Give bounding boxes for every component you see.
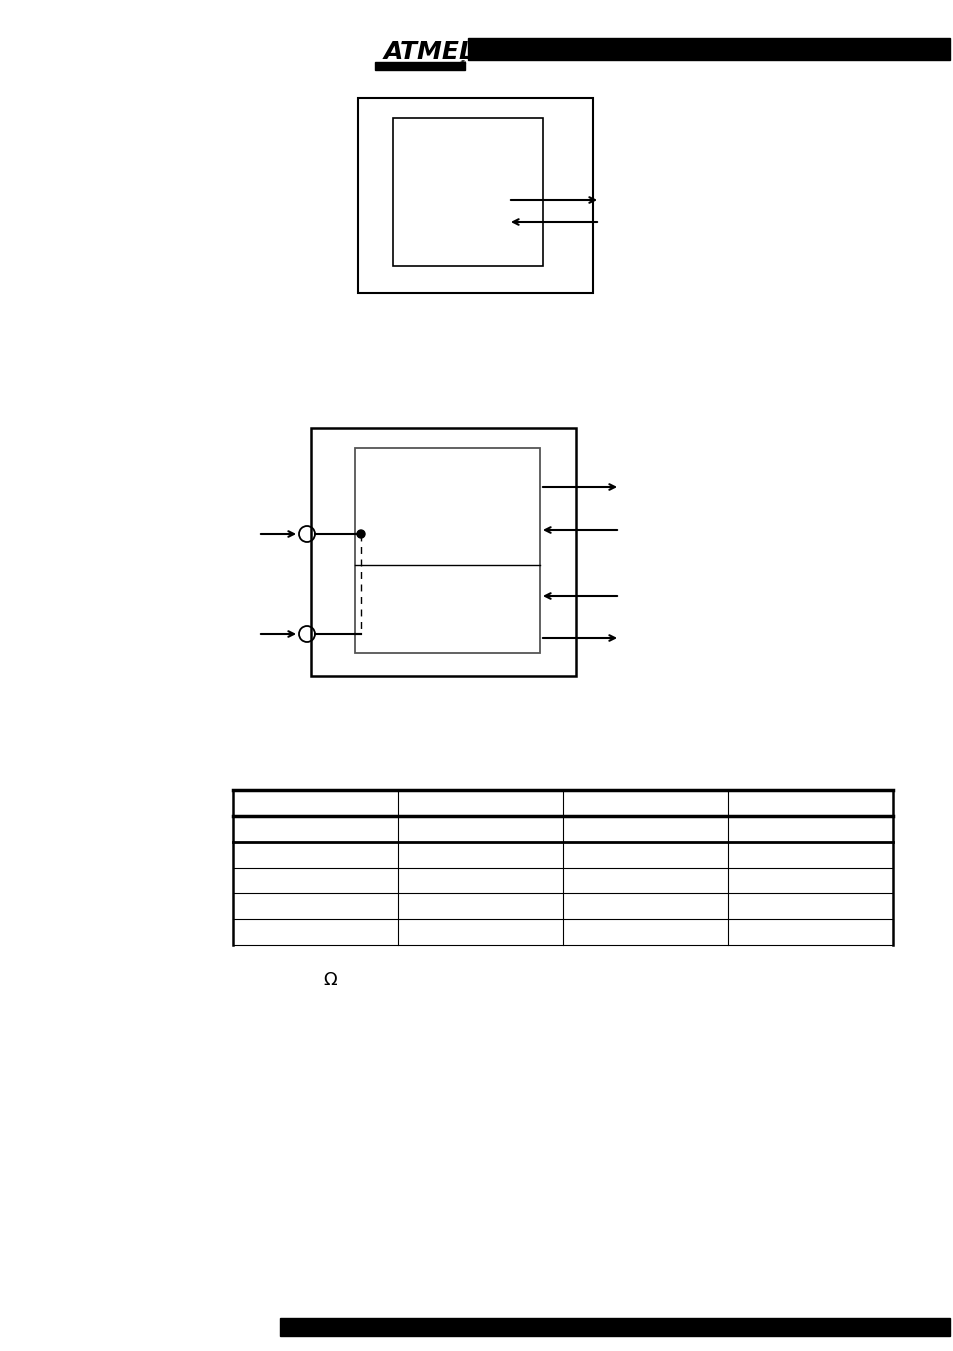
Text: ATMEL: ATMEL: [384, 41, 476, 63]
Bar: [355, 449, 539, 653]
Bar: [311, 428, 576, 676]
Bar: [375, 62, 464, 70]
Bar: [468, 38, 949, 59]
Bar: [280, 1319, 949, 1336]
Circle shape: [356, 530, 365, 538]
Bar: [393, 118, 542, 266]
Text: Ω: Ω: [323, 971, 336, 989]
Text: ®: ®: [458, 61, 467, 69]
Bar: [357, 99, 593, 293]
